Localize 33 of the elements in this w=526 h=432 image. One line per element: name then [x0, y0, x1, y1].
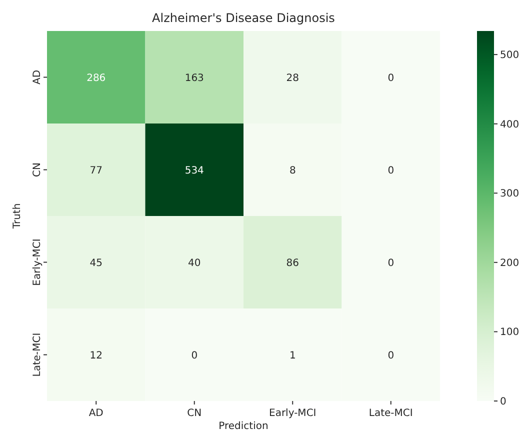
- data-label: 8: [289, 165, 296, 176]
- data-label: 28: [286, 72, 299, 84]
- color-bar-label: 0: [500, 396, 506, 408]
- data-label: 0: [388, 258, 394, 269]
- data-label: 86: [286, 258, 299, 269]
- data-label: 45: [90, 258, 102, 269]
- color-bar-label: 300: [500, 188, 520, 200]
- data-label: 163: [184, 72, 204, 84]
- data-label: 0: [388, 72, 394, 84]
- color-bar-label: 500: [500, 50, 520, 62]
- data-label: 1: [289, 350, 296, 362]
- data-label: 77: [90, 165, 102, 176]
- data-label: 0: [388, 165, 394, 176]
- x-axis-title: Prediction: [218, 421, 268, 432]
- x-tick-label: CN: [187, 408, 202, 419]
- data-label: 12: [90, 350, 102, 362]
- data-label: 40: [188, 258, 201, 269]
- data-label: 0: [191, 350, 198, 362]
- y-tick-label: Late-MCI: [32, 332, 43, 377]
- x-tick-label: Early-MCI: [269, 408, 316, 419]
- y-axis-title: Truth: [12, 203, 23, 230]
- data-label: 0: [388, 350, 394, 362]
- color-bar-label: 400: [500, 119, 520, 130]
- data-label: 286: [86, 72, 106, 84]
- x-tick-label: Late-MCI: [368, 408, 413, 419]
- y-tick-label: AD: [32, 70, 43, 85]
- y-tick-label: Early-MCI: [32, 238, 43, 286]
- color-bar-label: 200: [500, 258, 520, 269]
- y-tick-label: CN: [32, 162, 43, 177]
- x-tick-label: AD: [88, 408, 104, 419]
- chart-title: Alzheimer's Disease Diagnosis: [152, 11, 335, 25]
- data-label: 534: [184, 165, 204, 176]
- color-bar-label: 100: [500, 327, 520, 338]
